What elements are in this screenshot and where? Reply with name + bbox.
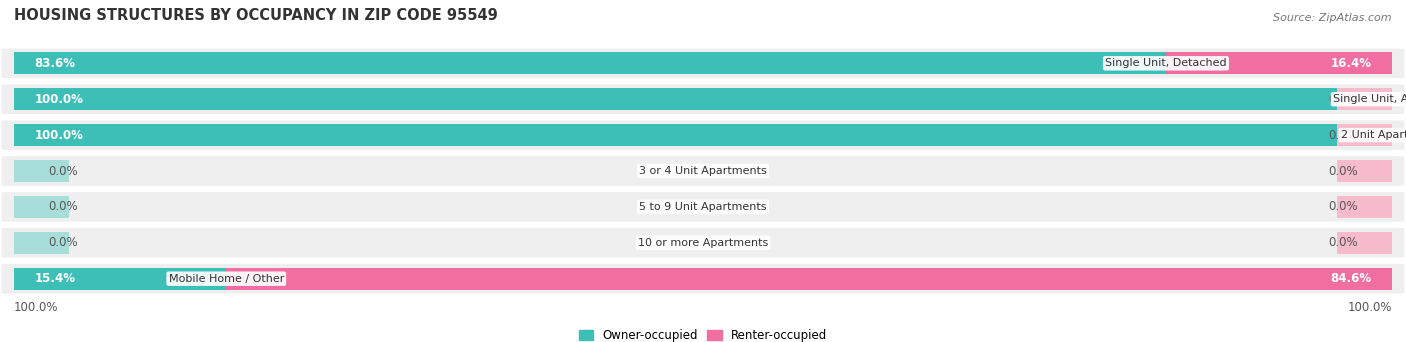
Bar (14, 88, 1392, 110)
Bar (14, 232, 69, 254)
FancyBboxPatch shape (1, 228, 1405, 258)
Text: 100.0%: 100.0% (35, 93, 83, 106)
Text: 83.6%: 83.6% (35, 57, 76, 70)
Bar (1337, 88, 1392, 110)
Text: 0.0%: 0.0% (48, 236, 79, 249)
Text: 100.0%: 100.0% (35, 129, 83, 142)
Text: HOUSING STRUCTURES BY OCCUPANCY IN ZIP CODE 95549: HOUSING STRUCTURES BY OCCUPANCY IN ZIP C… (14, 8, 498, 23)
Text: 3 or 4 Unit Apartments: 3 or 4 Unit Apartments (640, 166, 766, 176)
Text: 15.4%: 15.4% (35, 272, 76, 285)
FancyBboxPatch shape (1, 156, 1405, 186)
Bar (1337, 160, 1392, 182)
Text: 16.4%: 16.4% (1330, 57, 1371, 70)
Text: Single Unit, Attached: Single Unit, Attached (1333, 94, 1406, 104)
Text: Source: ZipAtlas.com: Source: ZipAtlas.com (1274, 13, 1392, 23)
FancyBboxPatch shape (1, 264, 1405, 293)
Bar (226, 267, 1392, 290)
Bar (14, 124, 1392, 146)
Text: 2 Unit Apartments: 2 Unit Apartments (1341, 130, 1406, 140)
Text: Mobile Home / Other: Mobile Home / Other (169, 274, 284, 284)
Text: 84.6%: 84.6% (1330, 272, 1371, 285)
FancyBboxPatch shape (1, 49, 1405, 78)
Text: 0.0%: 0.0% (1327, 93, 1358, 106)
Bar (14, 52, 1166, 75)
Bar (1337, 232, 1392, 254)
Text: Single Unit, Detached: Single Unit, Detached (1105, 58, 1227, 68)
Text: 10 or more Apartments: 10 or more Apartments (638, 238, 768, 248)
Bar (14, 196, 69, 218)
FancyBboxPatch shape (1, 84, 1405, 114)
Text: 100.0%: 100.0% (1347, 301, 1392, 314)
FancyBboxPatch shape (1, 120, 1405, 150)
Legend: Owner-occupied, Renter-occupied: Owner-occupied, Renter-occupied (579, 329, 827, 342)
Bar (14, 267, 226, 290)
Text: 100.0%: 100.0% (14, 301, 59, 314)
Bar (1337, 124, 1392, 146)
FancyBboxPatch shape (1, 192, 1405, 222)
Bar (14, 160, 69, 182)
Text: 0.0%: 0.0% (1327, 129, 1358, 142)
Bar (1337, 196, 1392, 218)
Text: 0.0%: 0.0% (1327, 236, 1358, 249)
Text: 0.0%: 0.0% (1327, 200, 1358, 213)
Bar (1166, 52, 1392, 75)
Text: 0.0%: 0.0% (48, 165, 79, 177)
Text: 0.0%: 0.0% (1327, 165, 1358, 177)
Text: 5 to 9 Unit Apartments: 5 to 9 Unit Apartments (640, 202, 766, 212)
Text: 0.0%: 0.0% (48, 200, 79, 213)
